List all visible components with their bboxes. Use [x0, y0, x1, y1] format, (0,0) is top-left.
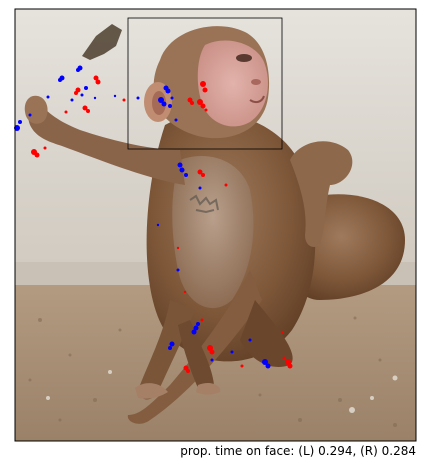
monkey-face: [197, 40, 268, 127]
face-region-box: [127, 17, 283, 150]
monkey-mouth: [249, 95, 265, 104]
face-time-caption: prop. time on face: (L) 0.294, (R) 0.284: [180, 444, 416, 458]
photo: [15, 9, 416, 441]
monkey-front-arm: [127, 270, 262, 424]
monkey-chest: [172, 155, 254, 309]
monkey-ear-inner: [152, 91, 166, 115]
monkey-hip: [240, 300, 293, 368]
wall-stain: [82, 24, 122, 60]
monkey-left-hand: [24, 95, 48, 124]
axes-frame: [14, 8, 417, 442]
monkey-feet: [135, 382, 221, 399]
floor-texture: [28, 316, 397, 427]
gaze-points-right: [31, 75, 293, 373]
monkey-left-arm: [27, 100, 185, 185]
monkey-right-arm: [290, 141, 353, 247]
gaze-points-left: [14, 65, 271, 369]
chest-tattoo: [189, 194, 219, 214]
monkey-front-leg-right: [178, 320, 215, 395]
floor-pebbles: [46, 370, 398, 413]
monkey-nose: [251, 79, 261, 85]
monkey-eye: [236, 54, 252, 62]
